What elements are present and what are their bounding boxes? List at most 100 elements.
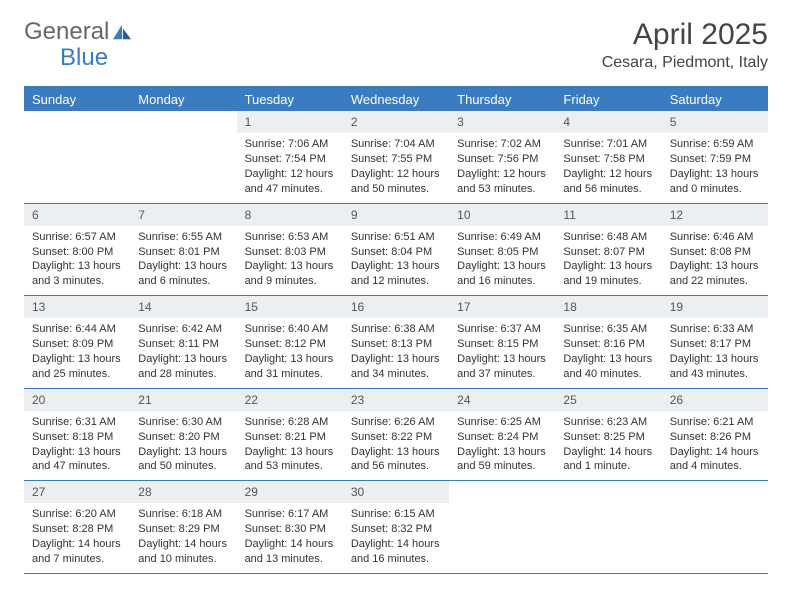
sunrise-text: Sunrise: 6:57 AM — [32, 230, 122, 245]
sunrise-text: Sunrise: 6:48 AM — [563, 230, 653, 245]
day-body: Sunrise: 6:30 AMSunset: 8:20 PMDaylight:… — [130, 411, 236, 480]
day-cell: 22Sunrise: 6:28 AMSunset: 8:21 PMDayligh… — [237, 389, 343, 481]
daylight-text: Daylight: 13 hours and 34 minutes. — [351, 352, 441, 382]
sunset-text: Sunset: 7:56 PM — [457, 152, 547, 167]
day-body: Sunrise: 6:55 AMSunset: 8:01 PMDaylight:… — [130, 226, 236, 295]
day-cell: 12Sunrise: 6:46 AMSunset: 8:08 PMDayligh… — [662, 204, 768, 296]
day-number: 11 — [555, 204, 661, 226]
sunset-text: Sunset: 7:54 PM — [245, 152, 335, 167]
daylight-text: Daylight: 13 hours and 0 minutes. — [670, 167, 760, 197]
day-cell — [130, 111, 236, 203]
day-number: 21 — [130, 389, 236, 411]
day-cell — [662, 481, 768, 573]
day-header: Tuesday — [237, 88, 343, 111]
daylight-text: Daylight: 13 hours and 22 minutes. — [670, 259, 760, 289]
day-body: Sunrise: 6:17 AMSunset: 8:30 PMDaylight:… — [237, 503, 343, 572]
day-cell: 30Sunrise: 6:15 AMSunset: 8:32 PMDayligh… — [343, 481, 449, 573]
sunrise-text: Sunrise: 6:26 AM — [351, 415, 441, 430]
day-body: Sunrise: 6:31 AMSunset: 8:18 PMDaylight:… — [24, 411, 130, 480]
day-body: Sunrise: 6:51 AMSunset: 8:04 PMDaylight:… — [343, 226, 449, 295]
day-number: 23 — [343, 389, 449, 411]
day-body: Sunrise: 6:49 AMSunset: 8:05 PMDaylight:… — [449, 226, 555, 295]
sunrise-text: Sunrise: 6:21 AM — [670, 415, 760, 430]
day-cell: 21Sunrise: 6:30 AMSunset: 8:20 PMDayligh… — [130, 389, 236, 481]
sunrise-text: Sunrise: 6:30 AM — [138, 415, 228, 430]
day-cell: 20Sunrise: 6:31 AMSunset: 8:18 PMDayligh… — [24, 389, 130, 481]
sunrise-text: Sunrise: 6:25 AM — [457, 415, 547, 430]
day-number: 12 — [662, 204, 768, 226]
day-body: Sunrise: 6:37 AMSunset: 8:15 PMDaylight:… — [449, 318, 555, 387]
day-number: 27 — [24, 481, 130, 503]
sunset-text: Sunset: 8:11 PM — [138, 337, 228, 352]
sunrise-text: Sunrise: 6:49 AM — [457, 230, 547, 245]
day-number: 19 — [662, 296, 768, 318]
calendar: Sunday Monday Tuesday Wednesday Thursday… — [24, 86, 768, 574]
sunset-text: Sunset: 8:21 PM — [245, 430, 335, 445]
day-cell: 27Sunrise: 6:20 AMSunset: 8:28 PMDayligh… — [24, 481, 130, 573]
sunrise-text: Sunrise: 6:37 AM — [457, 322, 547, 337]
sunset-text: Sunset: 8:26 PM — [670, 430, 760, 445]
day-cell: 10Sunrise: 6:49 AMSunset: 8:05 PMDayligh… — [449, 204, 555, 296]
day-number: 25 — [555, 389, 661, 411]
day-cell: 8Sunrise: 6:53 AMSunset: 8:03 PMDaylight… — [237, 204, 343, 296]
day-body: Sunrise: 6:53 AMSunset: 8:03 PMDaylight:… — [237, 226, 343, 295]
sunrise-text: Sunrise: 6:28 AM — [245, 415, 335, 430]
day-number: 17 — [449, 296, 555, 318]
day-body: Sunrise: 6:21 AMSunset: 8:26 PMDaylight:… — [662, 411, 768, 480]
day-body: Sunrise: 6:38 AMSunset: 8:13 PMDaylight:… — [343, 318, 449, 387]
daylight-text: Daylight: 13 hours and 25 minutes. — [32, 352, 122, 382]
day-cell: 16Sunrise: 6:38 AMSunset: 8:13 PMDayligh… — [343, 296, 449, 388]
day-cell: 15Sunrise: 6:40 AMSunset: 8:12 PMDayligh… — [237, 296, 343, 388]
day-body: Sunrise: 6:35 AMSunset: 8:16 PMDaylight:… — [555, 318, 661, 387]
sunrise-text: Sunrise: 6:53 AM — [245, 230, 335, 245]
daylight-text: Daylight: 13 hours and 19 minutes. — [563, 259, 653, 289]
sunset-text: Sunset: 8:04 PM — [351, 245, 441, 260]
daylight-text: Daylight: 13 hours and 31 minutes. — [245, 352, 335, 382]
day-number: 3 — [449, 111, 555, 133]
day-cell: 4Sunrise: 7:01 AMSunset: 7:58 PMDaylight… — [555, 111, 661, 203]
daylight-text: Daylight: 13 hours and 56 minutes. — [351, 445, 441, 475]
title-block: April 2025 Cesara, Piedmont, Italy — [602, 18, 768, 72]
day-header: Sunday — [24, 88, 130, 111]
day-number: 8 — [237, 204, 343, 226]
daylight-text: Daylight: 13 hours and 6 minutes. — [138, 259, 228, 289]
location: Cesara, Piedmont, Italy — [602, 54, 768, 72]
day-cell: 6Sunrise: 6:57 AMSunset: 8:00 PMDaylight… — [24, 204, 130, 296]
day-header: Thursday — [449, 88, 555, 111]
sunrise-text: Sunrise: 6:33 AM — [670, 322, 760, 337]
day-cell: 23Sunrise: 6:26 AMSunset: 8:22 PMDayligh… — [343, 389, 449, 481]
daylight-text: Daylight: 13 hours and 59 minutes. — [457, 445, 547, 475]
sunrise-text: Sunrise: 6:46 AM — [670, 230, 760, 245]
day-number: 26 — [662, 389, 768, 411]
sunset-text: Sunset: 8:13 PM — [351, 337, 441, 352]
sunset-text: Sunset: 8:12 PM — [245, 337, 335, 352]
day-cell: 24Sunrise: 6:25 AMSunset: 8:24 PMDayligh… — [449, 389, 555, 481]
daylight-text: Daylight: 13 hours and 3 minutes. — [32, 259, 122, 289]
sunset-text: Sunset: 8:29 PM — [138, 522, 228, 537]
day-number: 28 — [130, 481, 236, 503]
day-body: Sunrise: 6:42 AMSunset: 8:11 PMDaylight:… — [130, 318, 236, 387]
daylight-text: Daylight: 14 hours and 13 minutes. — [245, 537, 335, 567]
day-cell: 26Sunrise: 6:21 AMSunset: 8:26 PMDayligh… — [662, 389, 768, 481]
day-body: Sunrise: 6:40 AMSunset: 8:12 PMDaylight:… — [237, 318, 343, 387]
sunset-text: Sunset: 7:59 PM — [670, 152, 760, 167]
sunset-text: Sunset: 8:05 PM — [457, 245, 547, 260]
daylight-text: Daylight: 13 hours and 43 minutes. — [670, 352, 760, 382]
logo: General — [24, 18, 133, 46]
day-cell: 18Sunrise: 6:35 AMSunset: 8:16 PMDayligh… — [555, 296, 661, 388]
daylight-text: Daylight: 13 hours and 16 minutes. — [457, 259, 547, 289]
day-number: 15 — [237, 296, 343, 318]
day-cell: 14Sunrise: 6:42 AMSunset: 8:11 PMDayligh… — [130, 296, 236, 388]
day-body: Sunrise: 6:44 AMSunset: 8:09 PMDaylight:… — [24, 318, 130, 387]
daylight-text: Daylight: 14 hours and 10 minutes. — [138, 537, 228, 567]
day-cell: 19Sunrise: 6:33 AMSunset: 8:17 PMDayligh… — [662, 296, 768, 388]
sunset-text: Sunset: 8:01 PM — [138, 245, 228, 260]
day-number: 14 — [130, 296, 236, 318]
day-cell: 13Sunrise: 6:44 AMSunset: 8:09 PMDayligh… — [24, 296, 130, 388]
day-body: Sunrise: 6:59 AMSunset: 7:59 PMDaylight:… — [662, 133, 768, 202]
sunrise-text: Sunrise: 6:20 AM — [32, 507, 122, 522]
day-header: Wednesday — [343, 88, 449, 111]
day-body: Sunrise: 6:15 AMSunset: 8:32 PMDaylight:… — [343, 503, 449, 572]
week-row: 27Sunrise: 6:20 AMSunset: 8:28 PMDayligh… — [24, 481, 768, 574]
logo-text-general: General — [24, 18, 109, 46]
